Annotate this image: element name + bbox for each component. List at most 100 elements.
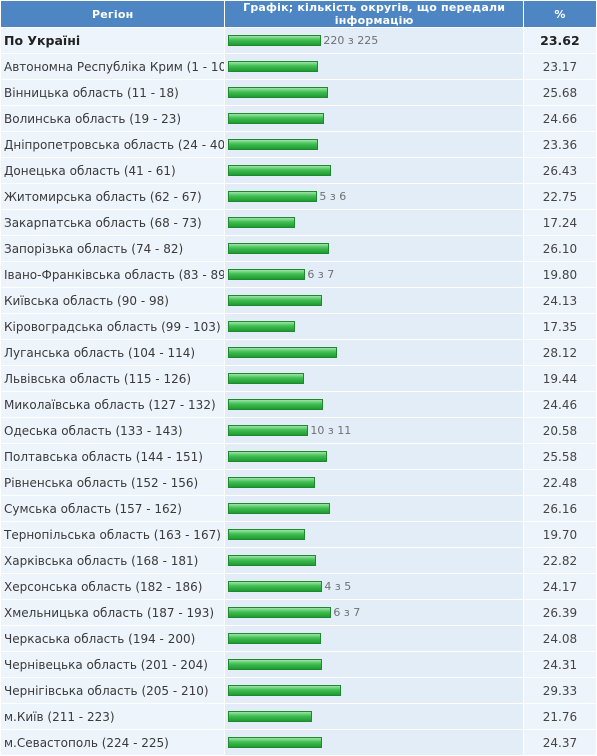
table-row: Херсонська область (182 - 186) 4 з 5 24.17 — [1, 574, 596, 599]
region-label: Вінницька область (11 - 18) — [1, 80, 225, 105]
table-row: Полтавська область (144 - 151) 25.58 — [1, 444, 596, 469]
table-row: м.Севастополь (224 - 225) 24.37 — [1, 730, 596, 755]
graph-cell — [225, 236, 523, 261]
progress-bar — [228, 503, 331, 514]
total-percent: 23.62 — [523, 28, 596, 53]
percent-value: 21.76 — [523, 704, 596, 729]
total-bar-note: 220 з 225 — [323, 34, 379, 47]
table-header-row: Регіон Графік; кількість округів, що пер… — [1, 1, 596, 27]
region-label: Волинська область (19 - 23) — [1, 106, 225, 131]
percent-value: 24.13 — [523, 288, 596, 313]
region-label: Полтавська область (144 - 151) — [1, 444, 225, 469]
percent-value: 24.17 — [523, 574, 596, 599]
region-label: Запорізька область (74 - 82) — [1, 236, 225, 261]
table-row: Закарпатська область (68 - 73) 17.24 — [1, 210, 596, 235]
region-label: Сумська область (157 - 162) — [1, 496, 225, 521]
graph-cell — [225, 496, 523, 521]
progress-bar — [228, 347, 338, 358]
progress-bar — [228, 139, 319, 150]
progress-bar — [228, 451, 328, 462]
table-row: Івано-Франківська область (83 - 89) 6 з 7… — [1, 262, 596, 287]
percent-value: 24.08 — [523, 626, 596, 651]
region-label: Харківська область (168 - 181) — [1, 548, 225, 573]
total-graph-cell: 220 з 225 — [225, 28, 523, 53]
percent-value: 26.16 — [523, 496, 596, 521]
table-row: Чернігівська область (205 - 210) 29.33 — [1, 678, 596, 703]
table-row: Автономна Республіка Крим (1 - 10) 23.17 — [1, 54, 596, 79]
region-label: Івано-Франківська область (83 - 89) — [1, 262, 225, 287]
graph-cell — [225, 314, 523, 339]
region-label: Миколаївська область (127 - 132) — [1, 392, 225, 417]
percent-value: 20.58 — [523, 418, 596, 443]
region-label: Закарпатська область (68 - 73) — [1, 210, 225, 235]
graph-cell — [225, 106, 523, 131]
percent-value: 22.48 — [523, 470, 596, 495]
graph-cell — [225, 470, 523, 495]
percent-value: 26.39 — [523, 600, 596, 625]
table-row: Луганська область (104 - 114) 28.12 — [1, 340, 596, 365]
table-row: Вінницька область (11 - 18) 25.68 — [1, 80, 596, 105]
table-row: Волинська область (19 - 23) 24.66 — [1, 106, 596, 131]
table-row: Тернопільська область (163 - 167) 19.70 — [1, 522, 596, 547]
graph-cell: 6 з 7 — [225, 262, 523, 287]
progress-bar — [228, 269, 306, 280]
progress-bar — [228, 373, 305, 384]
table-row: Рівненська область (152 - 156) 22.48 — [1, 470, 596, 495]
progress-bar — [228, 191, 318, 202]
progress-bar — [228, 399, 324, 410]
graph-cell — [225, 132, 523, 157]
percent-value: 22.75 — [523, 184, 596, 209]
region-label: Житомирська область (62 - 67) — [1, 184, 225, 209]
graph-cell — [225, 288, 523, 313]
graph-cell — [225, 210, 523, 235]
region-label: Кіровоградська область (99 - 103) — [1, 314, 225, 339]
graph-cell — [225, 626, 523, 651]
table-row: Львівська область (115 - 126) 19.44 — [1, 366, 596, 391]
table-row: Одеська область (133 - 143) 10 з 11 20.58 — [1, 418, 596, 443]
region-label: Рівненська область (152 - 156) — [1, 470, 225, 495]
graph-cell — [225, 444, 523, 469]
progress-bar — [228, 113, 325, 124]
column-header-percent[interactable]: % — [523, 1, 596, 27]
progress-bar — [228, 529, 306, 540]
table-row: Миколаївська область (127 - 132) 24.46 — [1, 392, 596, 417]
percent-value: 29.33 — [523, 678, 596, 703]
graph-cell: 4 з 5 — [225, 574, 523, 599]
table-row: Хмельницька область (187 - 193) 6 з 7 26.3… — [1, 600, 596, 625]
graph-cell: 10 з 11 — [225, 418, 523, 443]
column-header-region[interactable]: Регіон — [1, 1, 225, 27]
table-row: Черкаська область (194 - 200) 24.08 — [1, 626, 596, 651]
progress-bar — [228, 607, 332, 618]
percent-value: 22.82 — [523, 548, 596, 573]
total-row: По Україні 220 з 225 23.62 — [1, 28, 596, 53]
region-label: Херсонська область (182 - 186) — [1, 574, 225, 599]
graph-cell — [225, 652, 523, 677]
table-row: Чернівецька область (201 - 204) 24.31 — [1, 652, 596, 677]
bar-note: 4 з 5 — [324, 580, 352, 593]
region-label: Львівська область (115 - 126) — [1, 366, 225, 391]
percent-value: 19.44 — [523, 366, 596, 391]
progress-bar — [228, 243, 330, 254]
percent-value: 17.24 — [523, 210, 596, 235]
table-row: Донецька область (41 - 61) 26.43 — [1, 158, 596, 183]
progress-bar — [228, 61, 319, 72]
percent-value: 24.46 — [523, 392, 596, 417]
region-label: Чернігівська область (205 - 210) — [1, 678, 225, 703]
graph-cell — [225, 678, 523, 703]
percent-value: 23.17 — [523, 54, 596, 79]
region-label: м.Севастополь (224 - 225) — [1, 730, 225, 755]
table-row: Дніпропетровська область (24 - 40) 23.36 — [1, 132, 596, 157]
column-header-graph[interactable]: Графік; кількість округів, що передали і… — [225, 1, 523, 27]
bar-note: 6 з 7 — [333, 606, 361, 619]
total-bar — [228, 35, 322, 46]
progress-bar — [228, 659, 323, 670]
percent-value: 26.43 — [523, 158, 596, 183]
graph-cell — [225, 366, 523, 391]
region-label: м.Київ (211 - 223) — [1, 704, 225, 729]
percent-value: 19.80 — [523, 262, 596, 287]
region-label: Донецька область (41 - 61) — [1, 158, 225, 183]
percent-value: 26.10 — [523, 236, 596, 261]
progress-bar — [228, 87, 329, 98]
region-label: Тернопільська область (163 - 167) — [1, 522, 225, 547]
region-label: Київська область (90 - 98) — [1, 288, 225, 313]
